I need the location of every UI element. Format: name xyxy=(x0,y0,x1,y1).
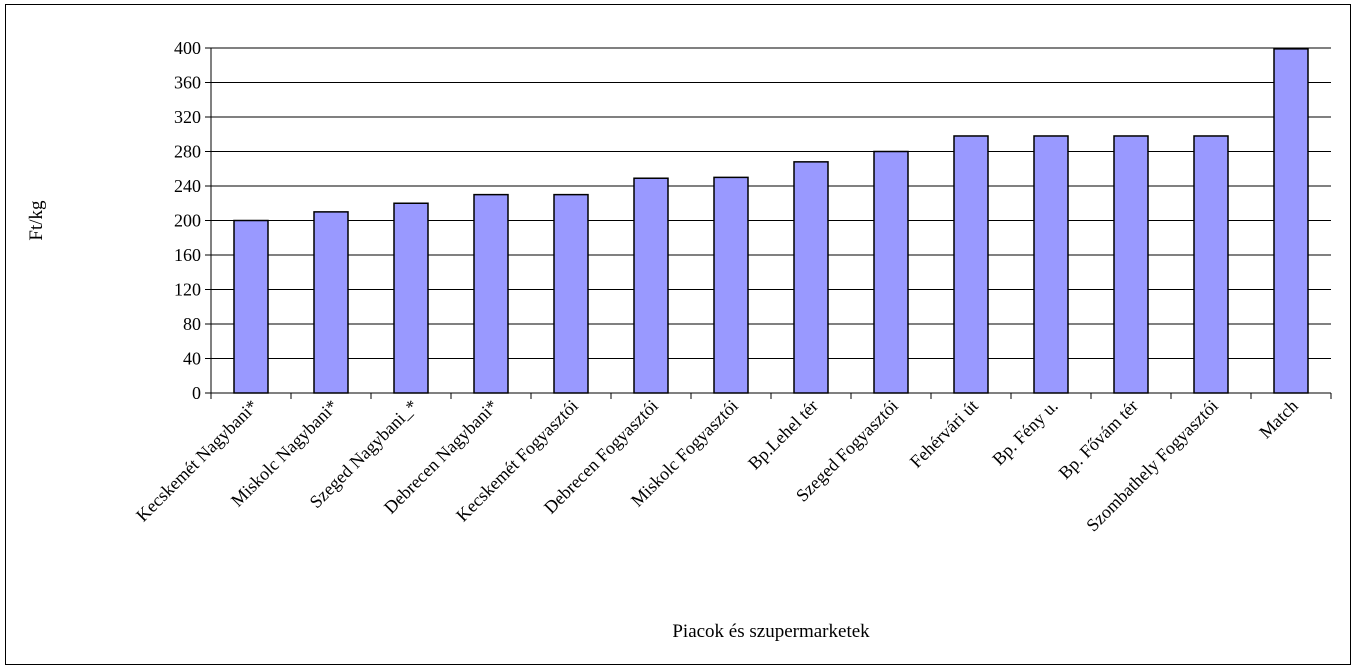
y-tick-label: 160 xyxy=(174,245,201,265)
x-tick-label: Match xyxy=(1255,396,1302,443)
bar xyxy=(1193,135,1229,394)
bar xyxy=(1273,48,1309,394)
y-tick-label: 280 xyxy=(174,142,201,162)
x-tick-label: Bp. Fény u. xyxy=(988,396,1062,470)
y-tick-label: 80 xyxy=(183,314,201,334)
y-tick-label: 240 xyxy=(174,176,201,196)
bar xyxy=(713,176,749,394)
y-tick-label: 320 xyxy=(174,107,201,127)
bar xyxy=(953,135,989,394)
y-tick-label: 400 xyxy=(174,38,201,58)
bar xyxy=(1113,135,1149,394)
bar xyxy=(393,202,429,394)
bar xyxy=(233,219,269,394)
x-tick-label: Szombathely Fogyasztói xyxy=(1082,396,1222,536)
y-tick-label: 0 xyxy=(192,383,201,403)
bar xyxy=(473,193,509,394)
x-axis-ticks: Kecskemét Nagybani*Miskolc Nagybani*Szeg… xyxy=(132,393,1332,536)
y-axis-title: Ft/kg xyxy=(26,200,47,241)
bar xyxy=(793,161,829,394)
y-tick-label: 360 xyxy=(174,73,201,93)
bar xyxy=(313,211,349,394)
bar xyxy=(633,177,669,394)
x-tick-label: Fehérvári út xyxy=(906,396,982,472)
bar xyxy=(1033,135,1069,394)
bar xyxy=(873,150,909,394)
y-tick-label: 200 xyxy=(174,211,201,231)
y-tick-label: 40 xyxy=(183,349,201,369)
y-tick-label: 120 xyxy=(174,280,201,300)
gridlines xyxy=(211,47,1331,359)
x-tick-label: Bp.Lehel tér xyxy=(744,396,822,474)
bar xyxy=(553,193,589,394)
x-tick-label: Bp. Fővám tér xyxy=(1055,396,1142,483)
x-axis-title: Piacok és szupermarketek xyxy=(672,621,870,642)
y-axis-ticks: 0 40 80 120 160 200 240 280 320 360 400 xyxy=(174,38,211,403)
